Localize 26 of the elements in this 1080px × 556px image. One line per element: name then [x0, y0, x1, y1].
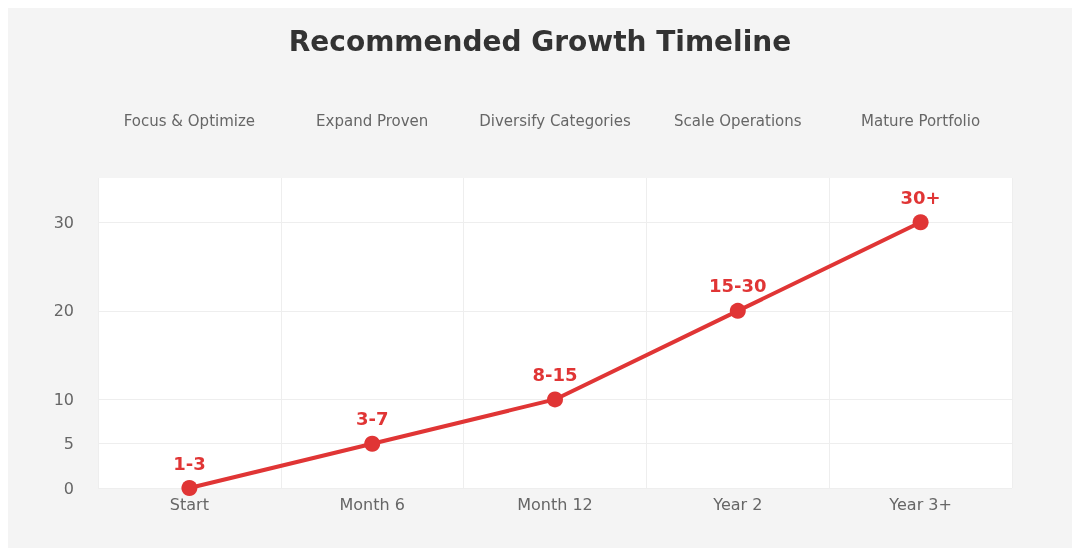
text: Mature Portfolio — [861, 111, 981, 130]
data-label: 3-7 — [355, 408, 389, 430]
point — [547, 391, 563, 408]
point — [181, 480, 198, 496]
x-tick-label: Year 2 — [712, 494, 763, 514]
text: Diversify Categories — [479, 111, 631, 130]
point — [912, 214, 929, 231]
x-tick-label: Year 3+ — [888, 494, 952, 514]
x-tick-label: Month 6 — [339, 494, 405, 514]
data-label: 1-3 — [173, 452, 206, 474]
text: Scale Operations — [674, 111, 802, 130]
data-label: 8-15 — [532, 363, 578, 385]
x-tick-label: Start — [169, 494, 209, 514]
y-tick-label: 30 — [53, 212, 74, 232]
text: Expand Proven — [316, 111, 429, 130]
y-tick-label: 20 — [53, 301, 74, 321]
point — [729, 302, 746, 319]
chart-title: Recommended Growth Timeline — [288, 24, 792, 58]
y-tick-label: 10 — [53, 389, 74, 409]
x-tick-label: Month 12 — [517, 494, 593, 514]
text: Focus & Optimize — [123, 111, 256, 130]
point — [364, 435, 381, 452]
y-tick-label: 5 — [63, 434, 74, 454]
y-tick-label: 0 — [63, 478, 74, 498]
data-label: 15-30 — [709, 275, 767, 297]
data-label: 30+ — [900, 186, 941, 208]
